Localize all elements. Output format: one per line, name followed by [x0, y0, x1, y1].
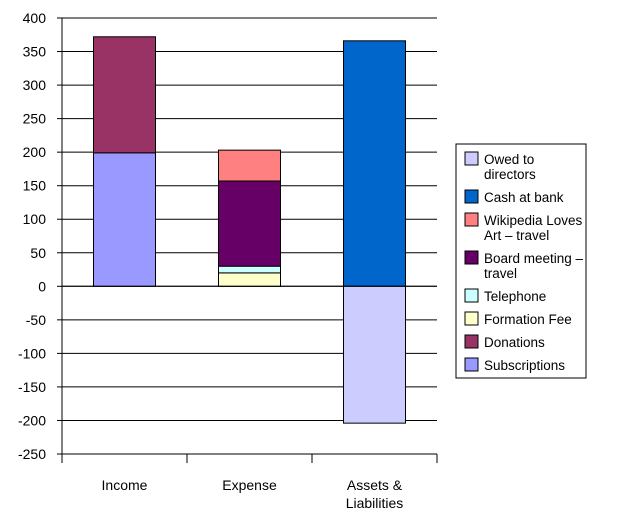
y-tick-label: -200 [18, 412, 46, 428]
legend-label-cash-at-bank: Cash at bank [484, 190, 564, 205]
y-tick-label: 300 [23, 77, 47, 93]
y-tick-label: 250 [23, 111, 47, 127]
y-tick-label: 350 [23, 44, 47, 60]
bar-segment-cash-at-bank [343, 40, 406, 287]
y-tick-label: -150 [18, 379, 46, 395]
legend-swatch-owed-to-directors [464, 151, 479, 166]
y-tick-label: 50 [30, 245, 46, 261]
legend-swatch-board-meeting-travel [464, 250, 479, 265]
y-axis-tick-labels: 400 350 300 250 200 150 100 50 0 -50 -100 -150 -200 -… [18, 10, 46, 462]
y-tick-label: 200 [23, 144, 47, 160]
x-category-label: Expense [222, 477, 277, 493]
legend-label-owed-to-directors: Owed to directors [484, 152, 536, 182]
bar-segment-board-meeting-travel [218, 180, 281, 267]
bars [93, 36, 406, 424]
y-tick-label: 150 [23, 178, 47, 194]
y-tick-label: -50 [26, 312, 46, 328]
legend-swatch-formation-fee [464, 311, 479, 326]
bar-segment-donations [93, 36, 156, 154]
y-tick-label: 100 [23, 211, 47, 227]
bar-segment-wikipedia-loves-art-travel [218, 149, 281, 182]
legend-swatch-telephone [464, 288, 479, 303]
x-category-label: Assets & Liabilities [346, 477, 404, 511]
y-tick-label: -100 [18, 345, 46, 361]
y-tick-label: 400 [23, 10, 47, 26]
y-tick-label: -250 [18, 446, 46, 462]
legend-label-telephone: Telephone [484, 289, 546, 304]
legend-label-subscriptions: Subscriptions [484, 358, 565, 373]
x-axis-category-labels: Income Expense Assets & Liabilities [102, 477, 404, 511]
bar-segment-owed-to-directors [343, 285, 406, 424]
legend-label-formation-fee: Formation Fee [484, 312, 572, 327]
legend: Owed to directors Cash at bank Wikipedia Lo… [455, 143, 587, 379]
bar-segment-formation-fee [218, 272, 281, 287]
legend-swatch-subscriptions [464, 357, 479, 372]
y-tick-label: 0 [38, 278, 46, 294]
x-category-label: Income [102, 477, 148, 493]
axes [57, 17, 438, 463]
legend-swatch-donations [464, 334, 479, 349]
bar-segment-subscriptions [93, 152, 156, 287]
bar-segment-telephone [218, 265, 281, 274]
legend-swatch-cash-at-bank [464, 189, 479, 204]
legend-label-board-meeting-travel: Board meeting – travel [484, 251, 584, 281]
legend-swatch-wikipedia-loves-art-travel [464, 212, 479, 227]
legend-label-wikipedia-loves-art-travel: Wikipedia Loves Art – travel [484, 213, 583, 243]
legend-label-donations: Donations [484, 335, 545, 350]
